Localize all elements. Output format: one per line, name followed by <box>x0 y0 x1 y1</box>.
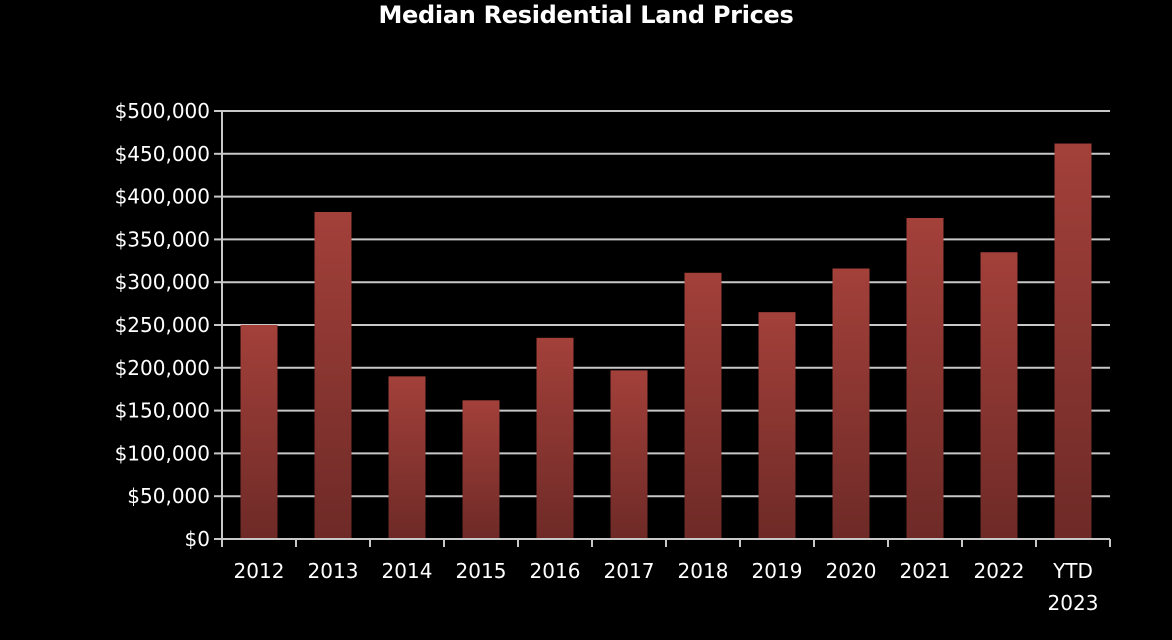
bar-2013 <box>314 212 352 539</box>
x-tick-label: 2018 <box>678 559 729 583</box>
bar-2017 <box>610 370 648 539</box>
bar-2016 <box>536 337 574 539</box>
bar-2021 <box>906 218 944 539</box>
bar-ytd-2023 <box>1054 143 1092 539</box>
y-tick-label: $100,000 <box>115 441 210 465</box>
x-tick-label: 2015 <box>456 559 507 583</box>
bar-2015 <box>462 400 500 539</box>
x-tick-label: 2021 <box>900 559 951 583</box>
y-axis-tick-labels: $0 $50,000 $100,000 $150,000 $200,000 $250,00… <box>115 99 222 551</box>
y-tick-label: $250,000 <box>115 313 210 337</box>
y-tick-label: $350,000 <box>115 227 210 251</box>
y-tick-label: $300,000 <box>115 270 210 294</box>
x-tick-label: 2017 <box>604 559 655 583</box>
bar-2012 <box>240 325 278 539</box>
x-axis <box>221 111 1111 547</box>
chart-title: Median Residential Land Prices <box>378 1 794 29</box>
x-tick-label: 2013 <box>308 559 359 583</box>
y-tick-label: $50,000 <box>127 484 210 508</box>
bar-2019 <box>758 312 796 539</box>
x-tick-label: 2014 <box>382 559 433 583</box>
x-tick-label: 2019 <box>752 559 803 583</box>
bar-2014 <box>388 376 426 539</box>
y-tick-label: $450,000 <box>115 142 210 166</box>
gridlines <box>222 110 1110 498</box>
y-tick-label: $200,000 <box>115 356 210 380</box>
x-tick-label: 2022 <box>974 559 1025 583</box>
bar-2018 <box>684 272 722 539</box>
x-tick-label: 2020 <box>826 559 877 583</box>
bar-2022 <box>980 252 1018 540</box>
y-tick-label: $400,000 <box>115 185 210 209</box>
x-tick-label: YTD 2023 <box>1048 559 1099 615</box>
y-tick-label: $150,000 <box>115 399 210 423</box>
bar-2020 <box>832 268 870 539</box>
x-tick-label: 2012 <box>234 559 285 583</box>
x-axis-tick-labels: 2012 2013 2014 2015 2016 2017 2018 2019 2020 2021… <box>234 559 1099 615</box>
x-tick-label: 2016 <box>530 559 581 583</box>
bars <box>240 143 1092 540</box>
y-tick-label: $0 <box>185 527 210 551</box>
y-tick-label: $500,000 <box>115 99 210 123</box>
